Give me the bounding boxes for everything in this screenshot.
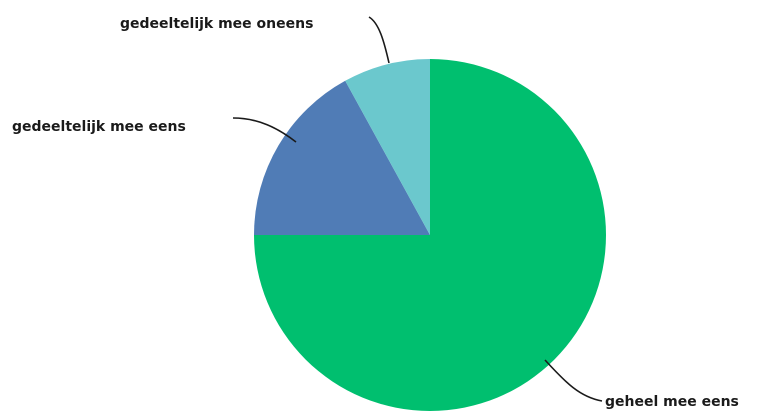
pie-labels: geheel mee eens gedeeltelijk mee eens gede… [12, 16, 739, 410]
slice-label-gedeeltelijk-mee-eens: gedeeltelijk mee eens [12, 119, 186, 135]
leader-line-gedeeltelijk-mee-oneens [368, 16, 390, 64]
pie-slices [254, 59, 606, 411]
slice-label-geheel-mee-eens: geheel mee eens [605, 394, 739, 410]
slice-label-gedeeltelijk-mee-oneens: gedeeltelijk mee oneens [120, 16, 313, 32]
leader-line-geheel-mee-eens [544, 359, 603, 402]
leader-line-gedeeltelijk-mee-eens [232, 117, 297, 143]
pie-slice-gedeeltelijk-mee-eens [254, 80, 430, 236]
pie-slice-gedeeltelijk-mee-oneens [345, 59, 430, 235]
